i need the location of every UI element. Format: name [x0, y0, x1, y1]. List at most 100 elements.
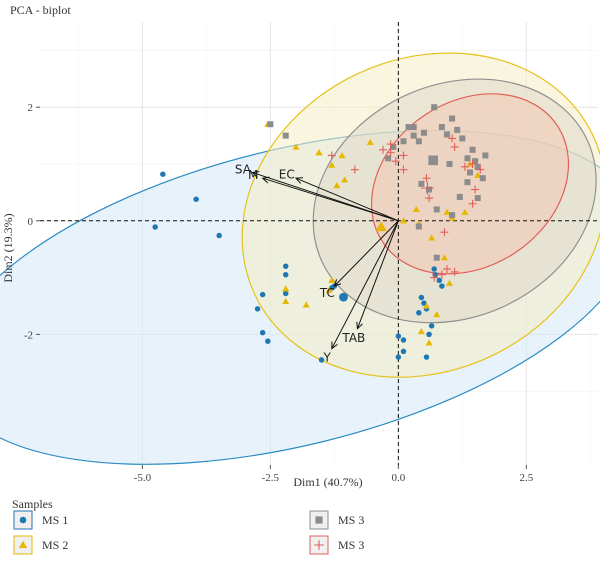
point-plus — [468, 159, 477, 168]
point-circle — [160, 171, 166, 177]
point-square — [446, 160, 453, 167]
point-triangle — [292, 143, 300, 150]
x-tick-label: 0.0 — [391, 472, 405, 484]
point-triangle — [341, 176, 349, 183]
point-triangle — [328, 161, 336, 168]
point-circle — [282, 263, 289, 269]
point-circle — [282, 271, 289, 278]
point-plus — [448, 134, 457, 143]
arrowhead-tab — [356, 321, 363, 330]
point-circle — [193, 196, 199, 202]
point-circle — [432, 271, 438, 278]
legend: Samples MS 1 MS 2 MS 3 MS 3 — [12, 497, 364, 555]
point-circle — [265, 338, 271, 344]
point-circle — [439, 283, 445, 289]
point-triangle — [333, 182, 341, 189]
variable-label-m: M — [248, 168, 258, 182]
point-square — [454, 126, 461, 133]
legend-entry-label: MS 2 — [42, 538, 68, 552]
legend-marker-circle — [19, 516, 27, 524]
y-axis-label: Dim2 (19.3%) — [1, 213, 15, 282]
point-square — [479, 175, 486, 182]
point-circle — [259, 291, 266, 298]
arrow-ec — [295, 177, 399, 222]
variable-label-ec: EC — [279, 167, 295, 181]
group-centroid-square — [428, 155, 438, 166]
point-triangle — [440, 254, 448, 261]
point-square — [400, 138, 407, 145]
chart-title: PCA - biplot — [10, 3, 71, 17]
point-plus — [391, 157, 400, 166]
legend-marker-plus — [314, 540, 324, 550]
point-plus — [450, 142, 459, 151]
point-triangle — [428, 234, 436, 241]
point-circle — [436, 277, 443, 284]
point-plus — [440, 228, 449, 237]
point-square — [472, 158, 479, 165]
group-centroid-circle — [339, 292, 348, 302]
arrowhead-y — [331, 341, 338, 350]
point-plus — [476, 165, 485, 174]
x-tick-label: 2.5 — [519, 472, 533, 484]
group-centroid-plus — [421, 181, 434, 195]
point-triangle — [423, 302, 431, 309]
point-circle — [400, 348, 407, 355]
point-square — [464, 155, 471, 162]
point-circle — [254, 306, 261, 312]
point-triangle — [461, 208, 469, 215]
point-circle — [421, 300, 427, 306]
point-plus — [378, 145, 387, 154]
legend-marker-triangle — [18, 540, 28, 549]
point-plus — [399, 165, 408, 174]
arrow-y — [331, 220, 399, 349]
point-triangle — [399, 217, 407, 224]
point-square — [267, 121, 274, 128]
point-plus — [386, 140, 395, 149]
point-square — [426, 186, 433, 193]
point-triangle — [425, 339, 433, 346]
point-triangle — [433, 310, 441, 318]
point-circle — [395, 354, 402, 360]
point-circle — [282, 290, 289, 297]
point-plus — [468, 199, 477, 208]
point-square — [415, 138, 422, 145]
point-square — [433, 254, 440, 261]
arrowhead-tc — [333, 279, 342, 287]
point-square — [443, 131, 450, 138]
confidence-ellipses — [0, 52, 600, 465]
point-triangle — [328, 276, 336, 284]
point-square — [464, 179, 471, 186]
point-circle — [416, 310, 422, 316]
sample-points — [152, 104, 489, 363]
point-plus — [471, 185, 480, 194]
point-square — [469, 146, 476, 153]
point-square — [433, 206, 440, 213]
variable-label-tab: TAB — [341, 331, 365, 345]
variable-label-sa: SA — [235, 162, 252, 176]
point-square — [449, 115, 456, 122]
legend-entry-label: MS 3 — [338, 538, 364, 552]
point-square — [390, 143, 397, 150]
point-square — [467, 169, 474, 176]
point-square — [438, 124, 445, 131]
legend-marker-square — [315, 516, 323, 524]
arrowhead-m — [261, 176, 270, 184]
point-plus — [327, 151, 336, 160]
point-square — [482, 152, 489, 159]
arrowhead-sa — [251, 171, 260, 178]
point-circle — [428, 323, 435, 329]
point-plus — [399, 151, 408, 160]
point-circle — [259, 329, 266, 336]
point-triangle — [282, 297, 290, 305]
x-tick-label: -2.5 — [262, 472, 280, 484]
legend-entry-label: MS 3 — [338, 513, 364, 527]
point-triangle — [412, 205, 420, 213]
point-square — [405, 124, 412, 131]
point-square — [418, 180, 425, 187]
point-plus — [450, 267, 459, 276]
axis-ticks: -5.0 -2.5 0.0 2.5 -2 0 2 — [24, 102, 534, 484]
point-plus — [460, 162, 469, 171]
point-square — [410, 124, 417, 131]
point-plus — [437, 270, 446, 279]
